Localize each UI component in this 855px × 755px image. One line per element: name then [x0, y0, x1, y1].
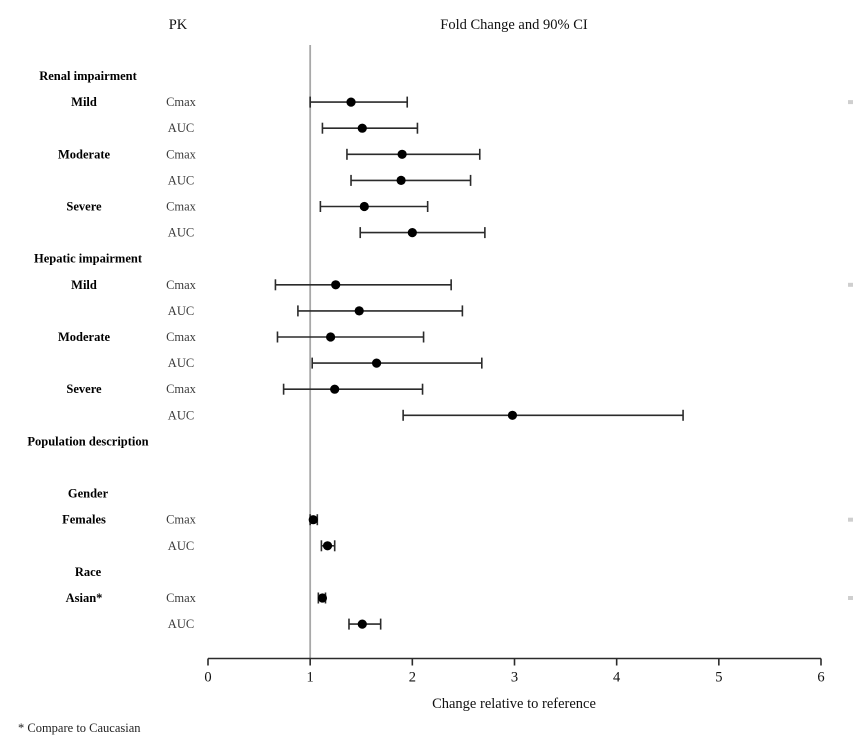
row-metric-label: Cmax [166, 147, 197, 161]
row-metric-label: Cmax [166, 382, 197, 396]
row-section-label: Gender [68, 487, 109, 501]
row-section-label: Hepatic impairment [34, 252, 143, 266]
right-edge-mark [848, 517, 853, 522]
point-estimate-dot [396, 175, 406, 185]
row-metric-label: Cmax [166, 330, 197, 344]
row-section-label: Population description [27, 434, 148, 448]
row-metric-label: Cmax [166, 591, 197, 605]
row-metric-label: AUC [168, 539, 194, 553]
row-metric-label: Cmax [166, 200, 197, 214]
right-edge-mark [848, 596, 853, 600]
point-estimate-dot [346, 97, 356, 107]
row-group-label: Severe [66, 200, 102, 214]
row-group-label: Asian* [66, 591, 103, 605]
point-estimate-dot [359, 201, 369, 212]
point-estimate-dot [357, 123, 367, 133]
row-metric-label: AUC [168, 617, 194, 631]
point-estimate-dot [331, 280, 341, 290]
point-estimate-dot [308, 515, 318, 525]
chart-title: Fold Change and 90% CI [440, 17, 588, 33]
point-estimate-dot [330, 384, 340, 394]
x-axis-tick-label: 1 [307, 670, 314, 686]
row-metric-label: AUC [168, 304, 194, 318]
point-estimate-dot [397, 149, 407, 159]
row-section-label: Renal impairment [39, 69, 137, 83]
point-estimate-dot [357, 619, 367, 629]
row-metric-label: Cmax [166, 95, 197, 109]
x-axis-title: Change relative to reference [432, 696, 596, 712]
left-column-title: PK [168, 17, 188, 33]
x-axis-tick-label: 0 [204, 670, 211, 686]
row-metric-label: AUC [168, 173, 194, 187]
point-estimate-dot [407, 228, 417, 238]
point-estimate-dot [322, 541, 333, 551]
x-axis-tick-label: 5 [715, 670, 722, 686]
x-axis-tick-label: 2 [409, 670, 416, 686]
row-group-label: Mild [71, 95, 97, 109]
point-estimate-dot [317, 593, 328, 603]
row-metric-label: AUC [168, 356, 194, 370]
x-axis-tick-label: 3 [511, 670, 518, 686]
row-section-label: Race [75, 565, 102, 579]
right-edge-mark [848, 100, 853, 105]
point-estimate-dot [326, 332, 336, 342]
point-estimate-dot [507, 410, 518, 420]
row-group-label: Mild [71, 278, 97, 292]
row-metric-label: AUC [168, 121, 194, 135]
row-group-label: Moderate [58, 147, 111, 161]
point-estimate-dot [354, 306, 364, 316]
row-metric-label: Cmax [166, 513, 197, 527]
row-group-label: Moderate [58, 330, 111, 344]
right-edge-mark [848, 282, 853, 287]
row-group-label: Females [62, 513, 106, 527]
row-metric-label: Cmax [166, 278, 197, 292]
row-metric-label: AUC [168, 226, 194, 240]
x-axis-tick-label: 4 [613, 670, 621, 686]
row-group-label: Severe [66, 382, 102, 396]
footnote: * Compare to Caucasian [18, 721, 141, 735]
point-estimate-dot [371, 358, 382, 368]
x-axis-tick-label: 6 [817, 670, 824, 686]
row-metric-label: AUC [168, 408, 194, 422]
